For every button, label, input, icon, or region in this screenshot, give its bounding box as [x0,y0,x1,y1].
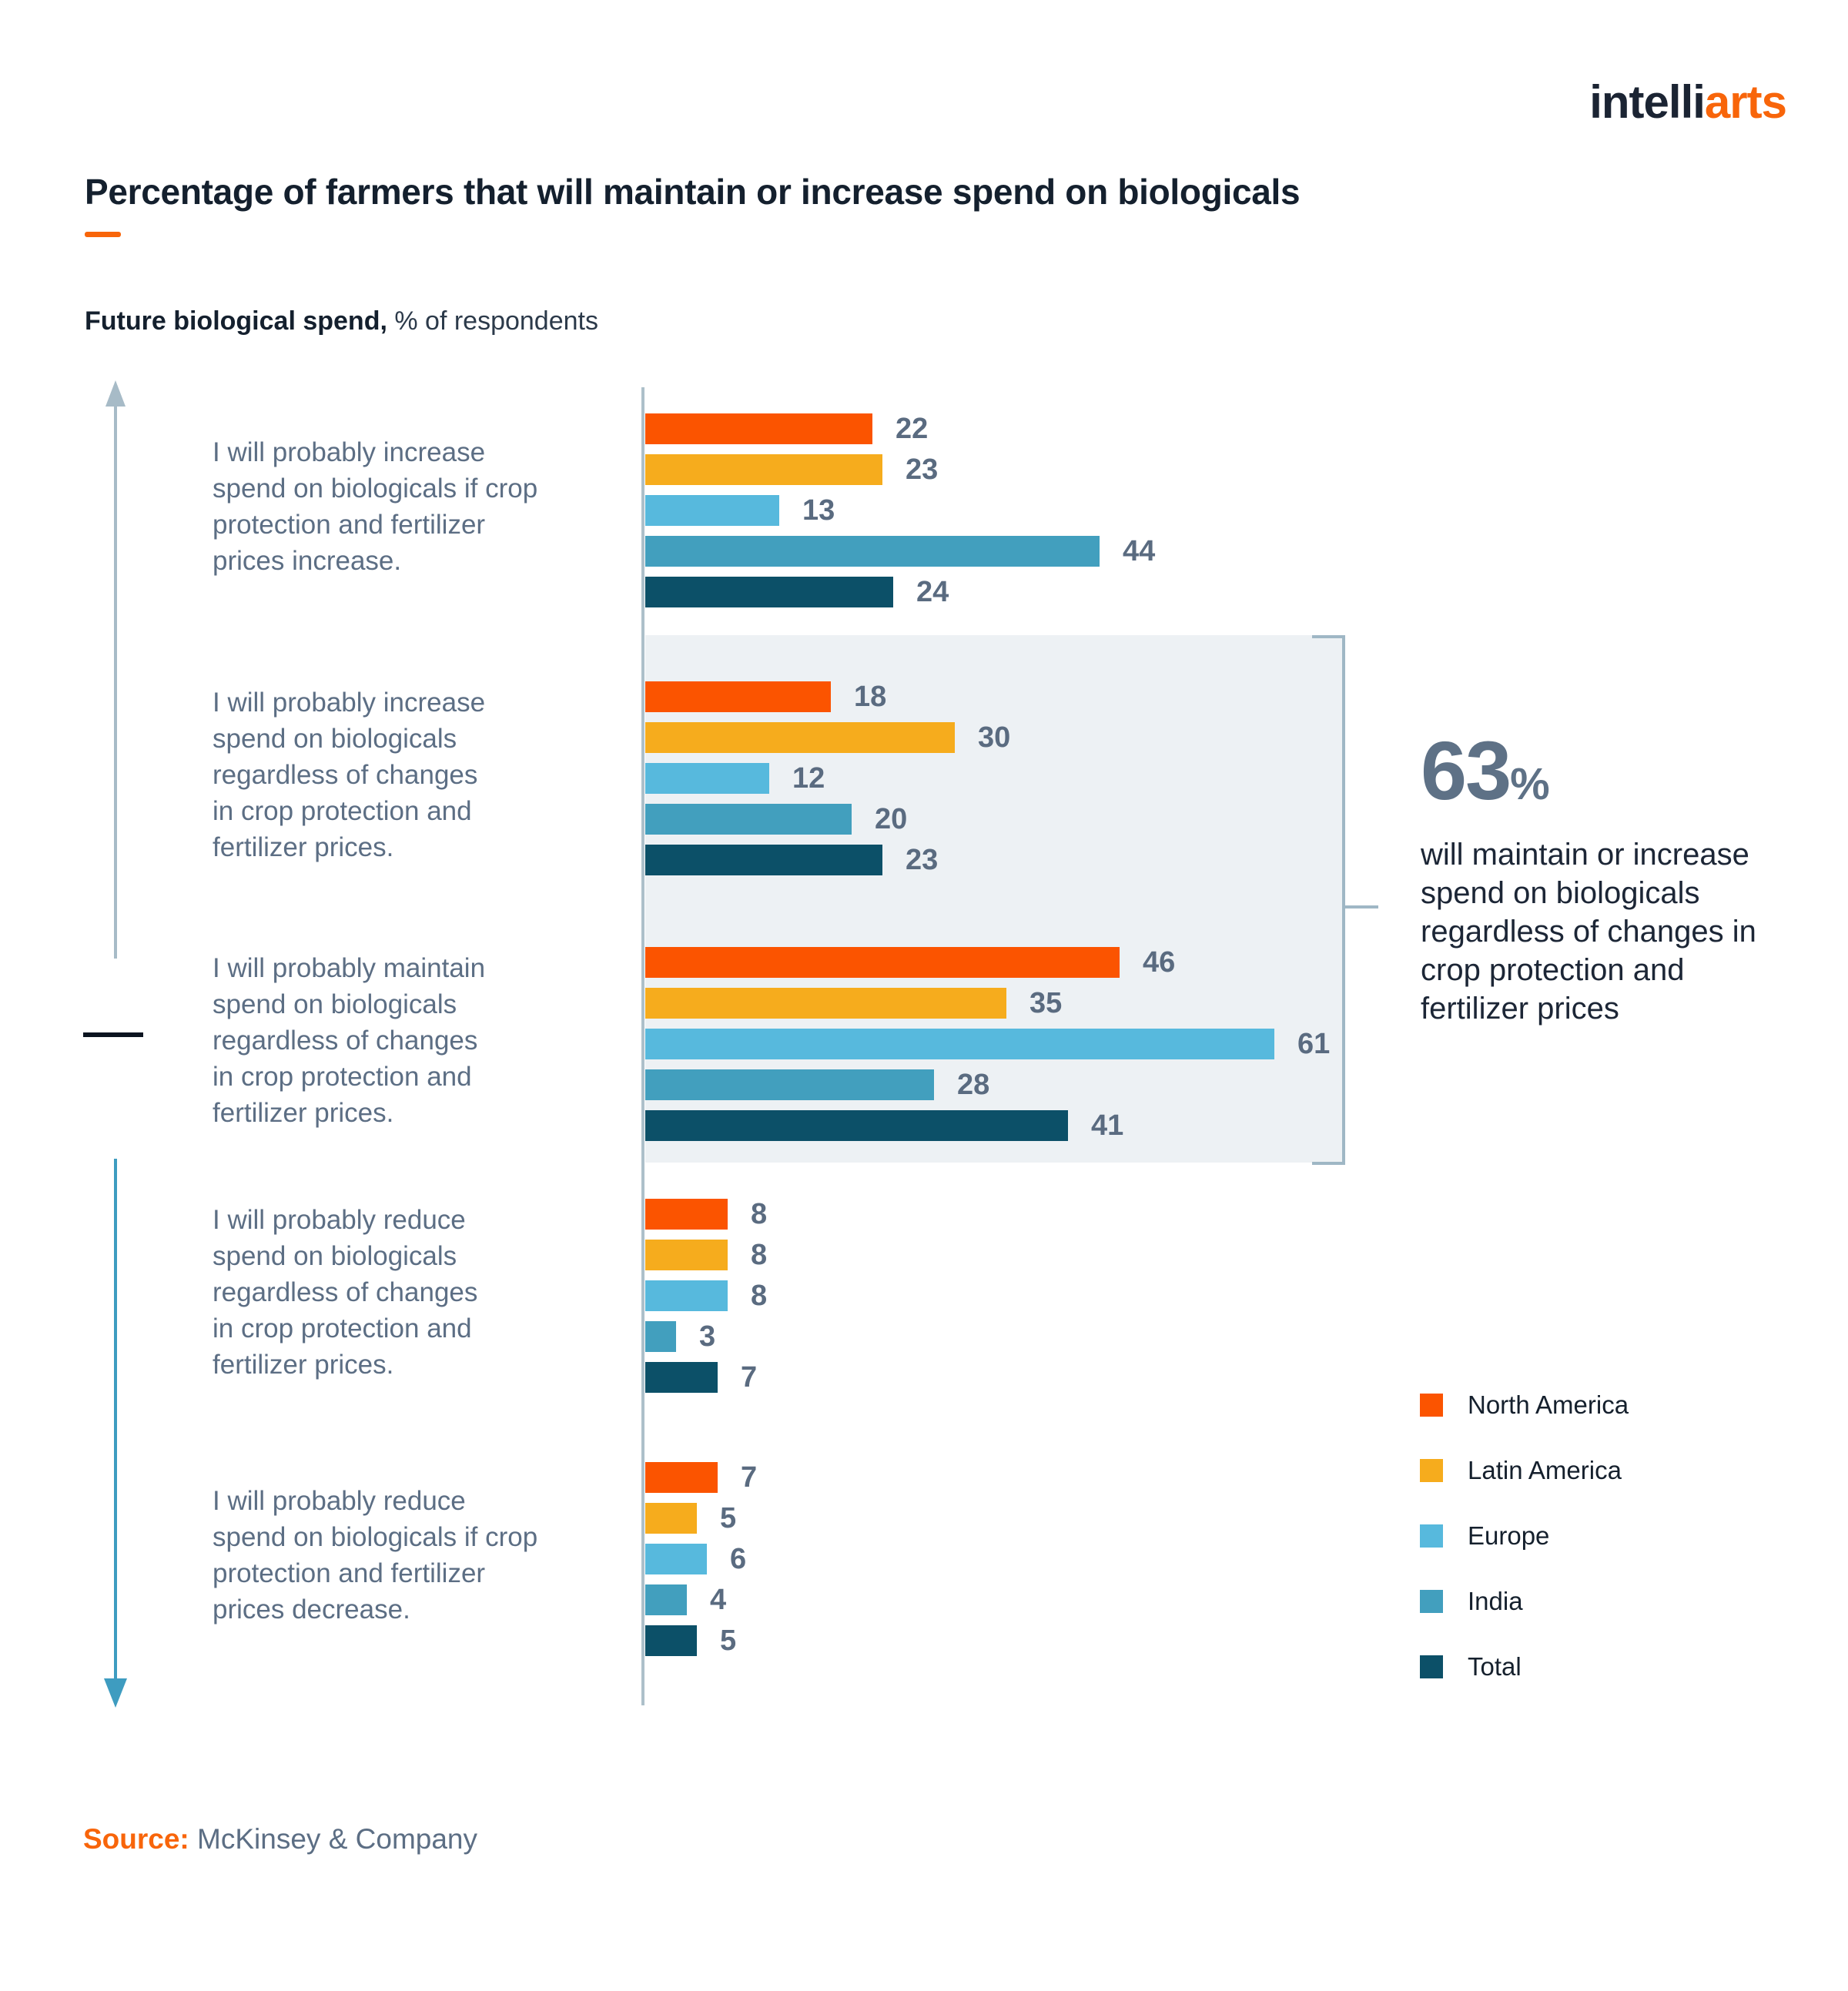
legend-swatch-icon [1420,1590,1443,1613]
bar-latin-america [645,1503,697,1534]
legend: North America Latin America Europe India Tot… [1420,1390,1629,1721]
callout-number: 63 [1421,724,1512,817]
up-arrow-icon [105,380,126,407]
bar-latin-america [645,722,955,753]
bar-total [645,845,882,875]
group-label: I will probably maintain spend on biolog… [213,952,486,1128]
title-underline [85,232,121,237]
callout-percent-sign: % [1510,759,1550,809]
increase-direction-arrow-shaft [114,405,117,959]
bar-latin-america [645,454,882,485]
bar-value-label: 24 [916,576,949,608]
legend-label: Total [1468,1652,1522,1681]
bar-total [645,1625,697,1656]
bar-value-label: 44 [1123,535,1156,567]
legend-label: Latin America [1468,1456,1622,1484]
legend-item: Europe [1420,1521,1629,1550]
bar-value-label: 4 [710,1584,727,1616]
bar-value-label: 20 [875,803,908,835]
bar-europe [645,763,769,794]
legend-swatch-icon [1420,1394,1443,1417]
subtitle-units: % of respondents [387,306,598,336]
legend-item: North America [1420,1390,1629,1419]
increase-decrease-divider-dash [83,1032,143,1037]
bar-value-label: 18 [854,681,887,713]
bar-india [645,536,1100,567]
bar-india [645,1069,934,1100]
bar-value-label: 22 [896,413,929,445]
group-label: I will probably increase spend on biolog… [213,687,486,862]
bracket-vertical-line [1342,635,1345,1165]
legend-label: India [1468,1587,1523,1615]
bar-value-label: 3 [699,1320,716,1353]
bar-value-label: 12 [792,762,825,795]
bar-europe [645,1029,1274,1059]
bar-value-label: 61 [1297,1028,1331,1060]
group-label: I will probably reduce spend on biologic… [213,1486,538,1625]
bar-europe [645,1280,728,1311]
bar-value-label: 7 [741,1361,758,1394]
bar-value-label: 35 [1029,987,1063,1019]
legend-swatch-icon [1420,1459,1443,1482]
bar-value-label: 5 [720,1502,737,1534]
legend-swatch-icon [1420,1655,1443,1678]
bar-total [645,1362,718,1393]
bar-india [645,1584,687,1615]
bracket-bottom-cap [1312,1162,1345,1165]
source-text: McKinsey & Company [189,1823,478,1855]
logo: intelliarts [1478,75,1787,129]
bar-total [645,1110,1068,1141]
bar-north-america [645,413,872,444]
chart-subtitle: Future biological spend, % of respondent… [85,306,598,336]
legend-label: Europe [1468,1521,1550,1550]
bar-value-label: 23 [906,453,939,486]
subtitle-bold: Future biological spend, [85,306,387,336]
bar-north-america [645,1199,728,1230]
group-label: I will probably increase spend on biolog… [213,437,538,576]
logo-text-arts: arts [1704,76,1787,128]
bar-value-label: 23 [906,844,939,876]
legend-swatch-icon [1420,1524,1443,1548]
bar-value-label: 13 [802,494,835,527]
bar-latin-america [645,988,1006,1019]
down-arrow-icon [104,1678,127,1708]
bracket-top-cap [1312,635,1345,638]
legend-item: Total [1420,1652,1629,1681]
bar-value-label: 41 [1091,1109,1124,1142]
legend-item: Latin America [1420,1456,1629,1484]
bar-value-label: 28 [957,1069,990,1101]
bar-value-label: 6 [730,1543,747,1575]
bar-value-label: 5 [720,1625,737,1657]
legend-item: India [1420,1587,1629,1615]
bar-value-label: 8 [751,1239,768,1271]
decrease-direction-arrow-shaft [114,1159,117,1680]
bar-europe [645,1544,707,1574]
bar-india [645,804,852,835]
source-line: Source: McKinsey & Company [83,1823,477,1855]
bar-latin-america [645,1240,728,1270]
bar-north-america [645,681,831,712]
category-axis-line [641,387,644,1705]
bar-india [645,1321,676,1352]
bar-europe [645,495,779,526]
bar-value-label: 7 [741,1461,758,1494]
source-label: Source: [83,1823,189,1855]
bar-value-label: 46 [1143,946,1176,979]
bar-value-label: 30 [978,721,1011,754]
callout-description: will maintain or increase spend on biolo… [1421,838,1756,1026]
bar-total [645,577,893,607]
group-label: I will probably reduce spend on biologic… [213,1204,478,1380]
bar-north-america [645,1462,718,1493]
page-title: Percentage of farmers that will maintain… [85,172,1301,212]
bar-north-america [645,947,1120,978]
callout-percentage: 63% [1421,722,1550,818]
bar-value-label: 8 [751,1280,768,1312]
bracket-middle-tick [1342,905,1378,908]
bar-value-label: 8 [751,1198,768,1230]
legend-label: North America [1468,1390,1629,1419]
logo-text-intelli: intelli [1589,76,1706,128]
